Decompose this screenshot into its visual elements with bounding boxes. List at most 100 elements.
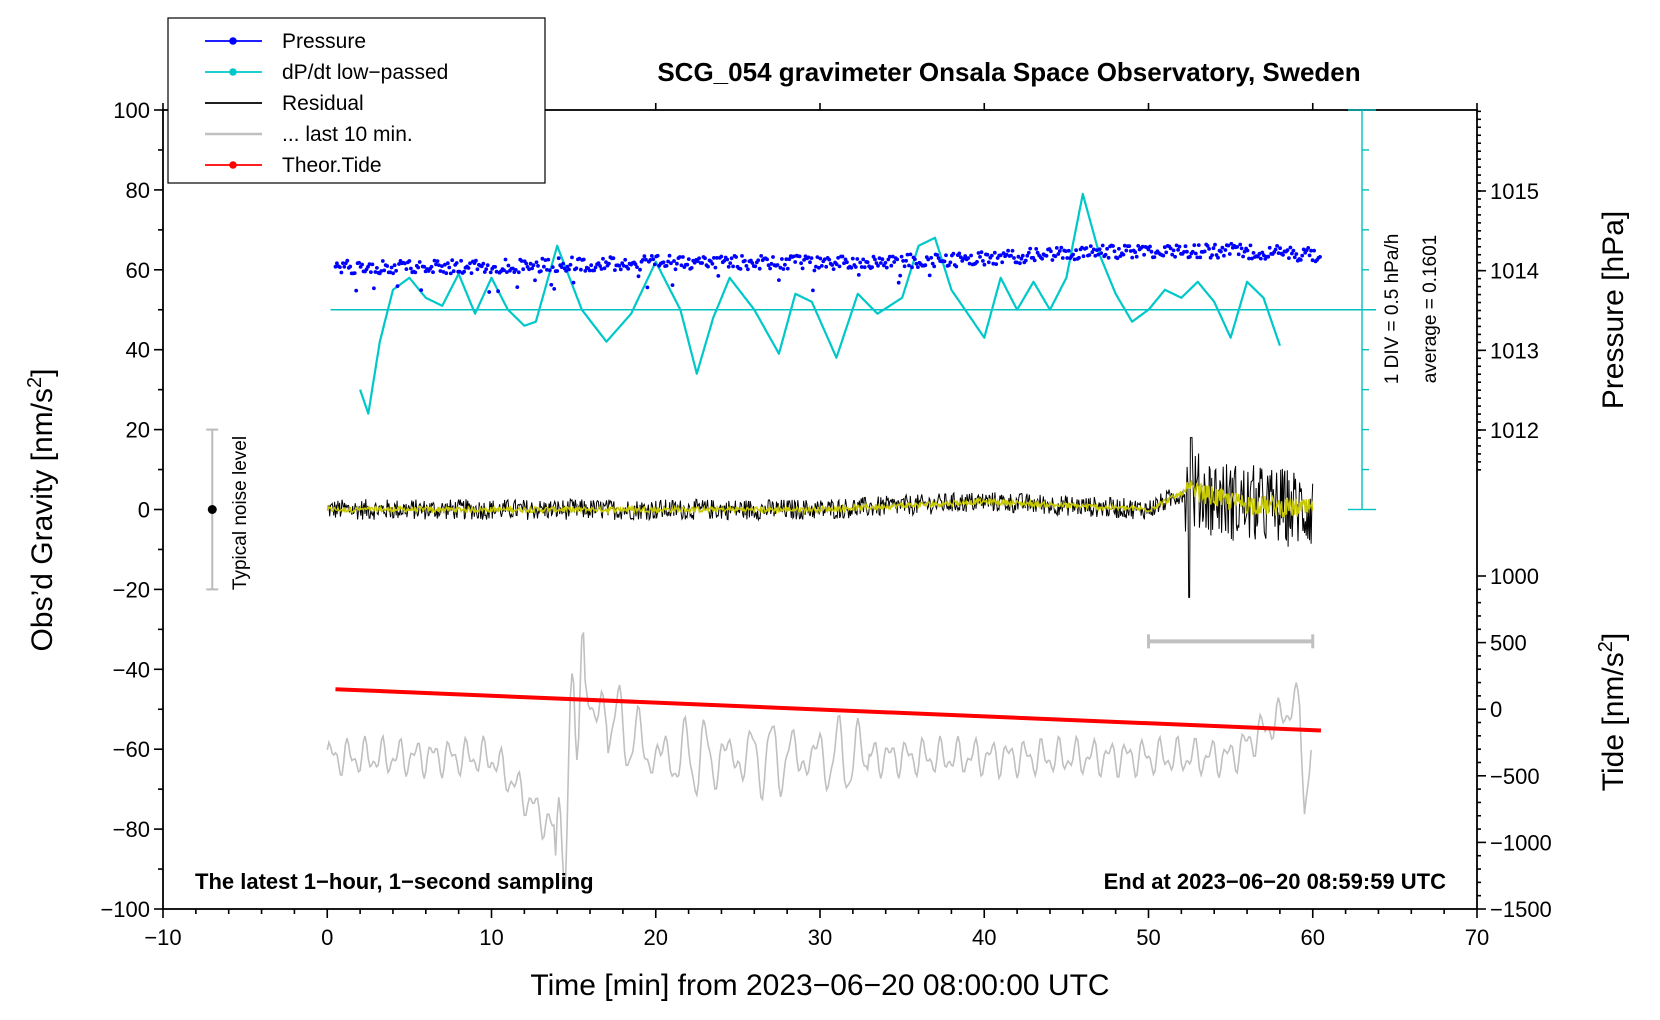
- pressure-point: [338, 265, 342, 269]
- pressure-point: [1142, 252, 1146, 257]
- pressure-point: [357, 260, 361, 265]
- pressure-point: [1117, 246, 1121, 251]
- pressure-point: [459, 258, 463, 263]
- pressure-point: [856, 273, 861, 277]
- pressure-point: [1190, 249, 1195, 254]
- pressure-point: [482, 270, 487, 274]
- pressure-point: [746, 267, 750, 272]
- pressure-point: [1040, 256, 1044, 261]
- pressure-point: [581, 257, 586, 262]
- pressure-point: [837, 264, 842, 269]
- pressure-point: [648, 258, 653, 262]
- pressure-point: [1306, 246, 1311, 250]
- x-tick-label: 10: [479, 925, 503, 950]
- pressure-point: [649, 254, 654, 258]
- pressure-point: [750, 261, 755, 265]
- pressure-point: [842, 261, 846, 266]
- pressure-point: [1121, 252, 1126, 257]
- pressure-point: [907, 263, 911, 268]
- noise-bar-center: [207, 505, 217, 514]
- pressure-point: [1066, 248, 1071, 253]
- pressure-point: [1054, 246, 1059, 250]
- pressure-point: [1216, 255, 1220, 260]
- pressure-point: [457, 269, 462, 274]
- pressure-point: [496, 289, 500, 294]
- pressure-point: [601, 256, 605, 261]
- pressure-point: [1192, 243, 1197, 248]
- pressure-point: [1162, 245, 1167, 250]
- pressure-tick-label: 1015: [1490, 179, 1539, 204]
- pressure-point: [929, 255, 934, 260]
- pressure-point: [951, 251, 956, 256]
- pressure-point: [1128, 249, 1133, 253]
- pressure-point: [626, 266, 631, 271]
- pressure-point: [871, 254, 876, 259]
- pressure-point: [1026, 250, 1031, 255]
- pressure-point: [1251, 251, 1256, 255]
- pressure-point: [976, 251, 981, 255]
- pressure-point: [808, 260, 812, 265]
- pressure-point: [1227, 252, 1232, 256]
- pressure-tick-label: 1014: [1490, 259, 1539, 284]
- pressure-point: [896, 280, 901, 285]
- pressure-point: [1134, 254, 1139, 259]
- pressure-point: [1266, 254, 1271, 259]
- pressure-point: [895, 257, 900, 262]
- pressure-point: [1161, 253, 1166, 258]
- pressure-point: [345, 258, 350, 263]
- pressure-point: [799, 261, 803, 266]
- y-axis-label-tide: Tide [nm/s2]: [1595, 633, 1630, 791]
- pressure-point: [565, 264, 570, 269]
- pressure-point: [1019, 256, 1024, 261]
- pressure-point: [1010, 248, 1015, 253]
- pressure-point: [598, 264, 602, 268]
- pressure-point: [1032, 258, 1037, 263]
- pressure-point: [543, 258, 548, 262]
- end-time-note: End at 2023−06−20 08:59:59 UTC: [1104, 869, 1447, 894]
- pressure-point: [1149, 249, 1154, 254]
- pressure-point: [1088, 244, 1093, 249]
- pressure-point: [811, 288, 815, 293]
- pressure-point: [815, 255, 820, 259]
- pressure-point: [954, 264, 959, 269]
- legend-swatch-marker: [229, 68, 237, 76]
- pressure-point: [1292, 255, 1297, 260]
- pressure-point: [753, 264, 758, 269]
- pressure-point: [1097, 247, 1102, 252]
- pressure-point: [570, 255, 574, 260]
- pressure-point: [493, 265, 497, 269]
- dpdt-scale-label: 1 DIV = 0.5 hPa/h: [1382, 234, 1403, 385]
- pressure-point: [1087, 253, 1092, 257]
- pressure-point: [389, 265, 394, 270]
- pressure-point: [703, 256, 707, 261]
- pressure-point: [759, 254, 764, 258]
- pressure-point: [392, 263, 397, 268]
- pressure-point: [574, 266, 579, 271]
- pressure-point: [992, 250, 997, 255]
- tide-tick-label: 500: [1490, 631, 1527, 656]
- pressure-point: [902, 264, 907, 269]
- pressure-point: [462, 269, 466, 274]
- pressure-point: [342, 264, 347, 269]
- pressure-point: [884, 265, 889, 270]
- pressure-point: [395, 284, 400, 288]
- pressure-point: [1012, 256, 1016, 260]
- pressure-point: [599, 267, 604, 271]
- pressure-point: [1285, 248, 1290, 253]
- pressure-point: [1238, 242, 1243, 247]
- pressure-point: [1004, 252, 1009, 257]
- pressure-point: [725, 257, 730, 262]
- pressure-point: [923, 263, 928, 268]
- pressure-point: [440, 264, 444, 268]
- pressure-point: [981, 259, 985, 263]
- pressure-point: [1205, 244, 1210, 248]
- pressure-point: [506, 263, 511, 268]
- pressure-tick-label: 1013: [1490, 338, 1539, 363]
- x-tick-label: 30: [808, 925, 832, 950]
- pressure-point: [623, 257, 628, 262]
- pressure-point: [1213, 242, 1217, 247]
- pressure-point: [1307, 253, 1312, 258]
- pressure-point: [341, 261, 345, 265]
- y-tick-label: 100: [113, 98, 150, 123]
